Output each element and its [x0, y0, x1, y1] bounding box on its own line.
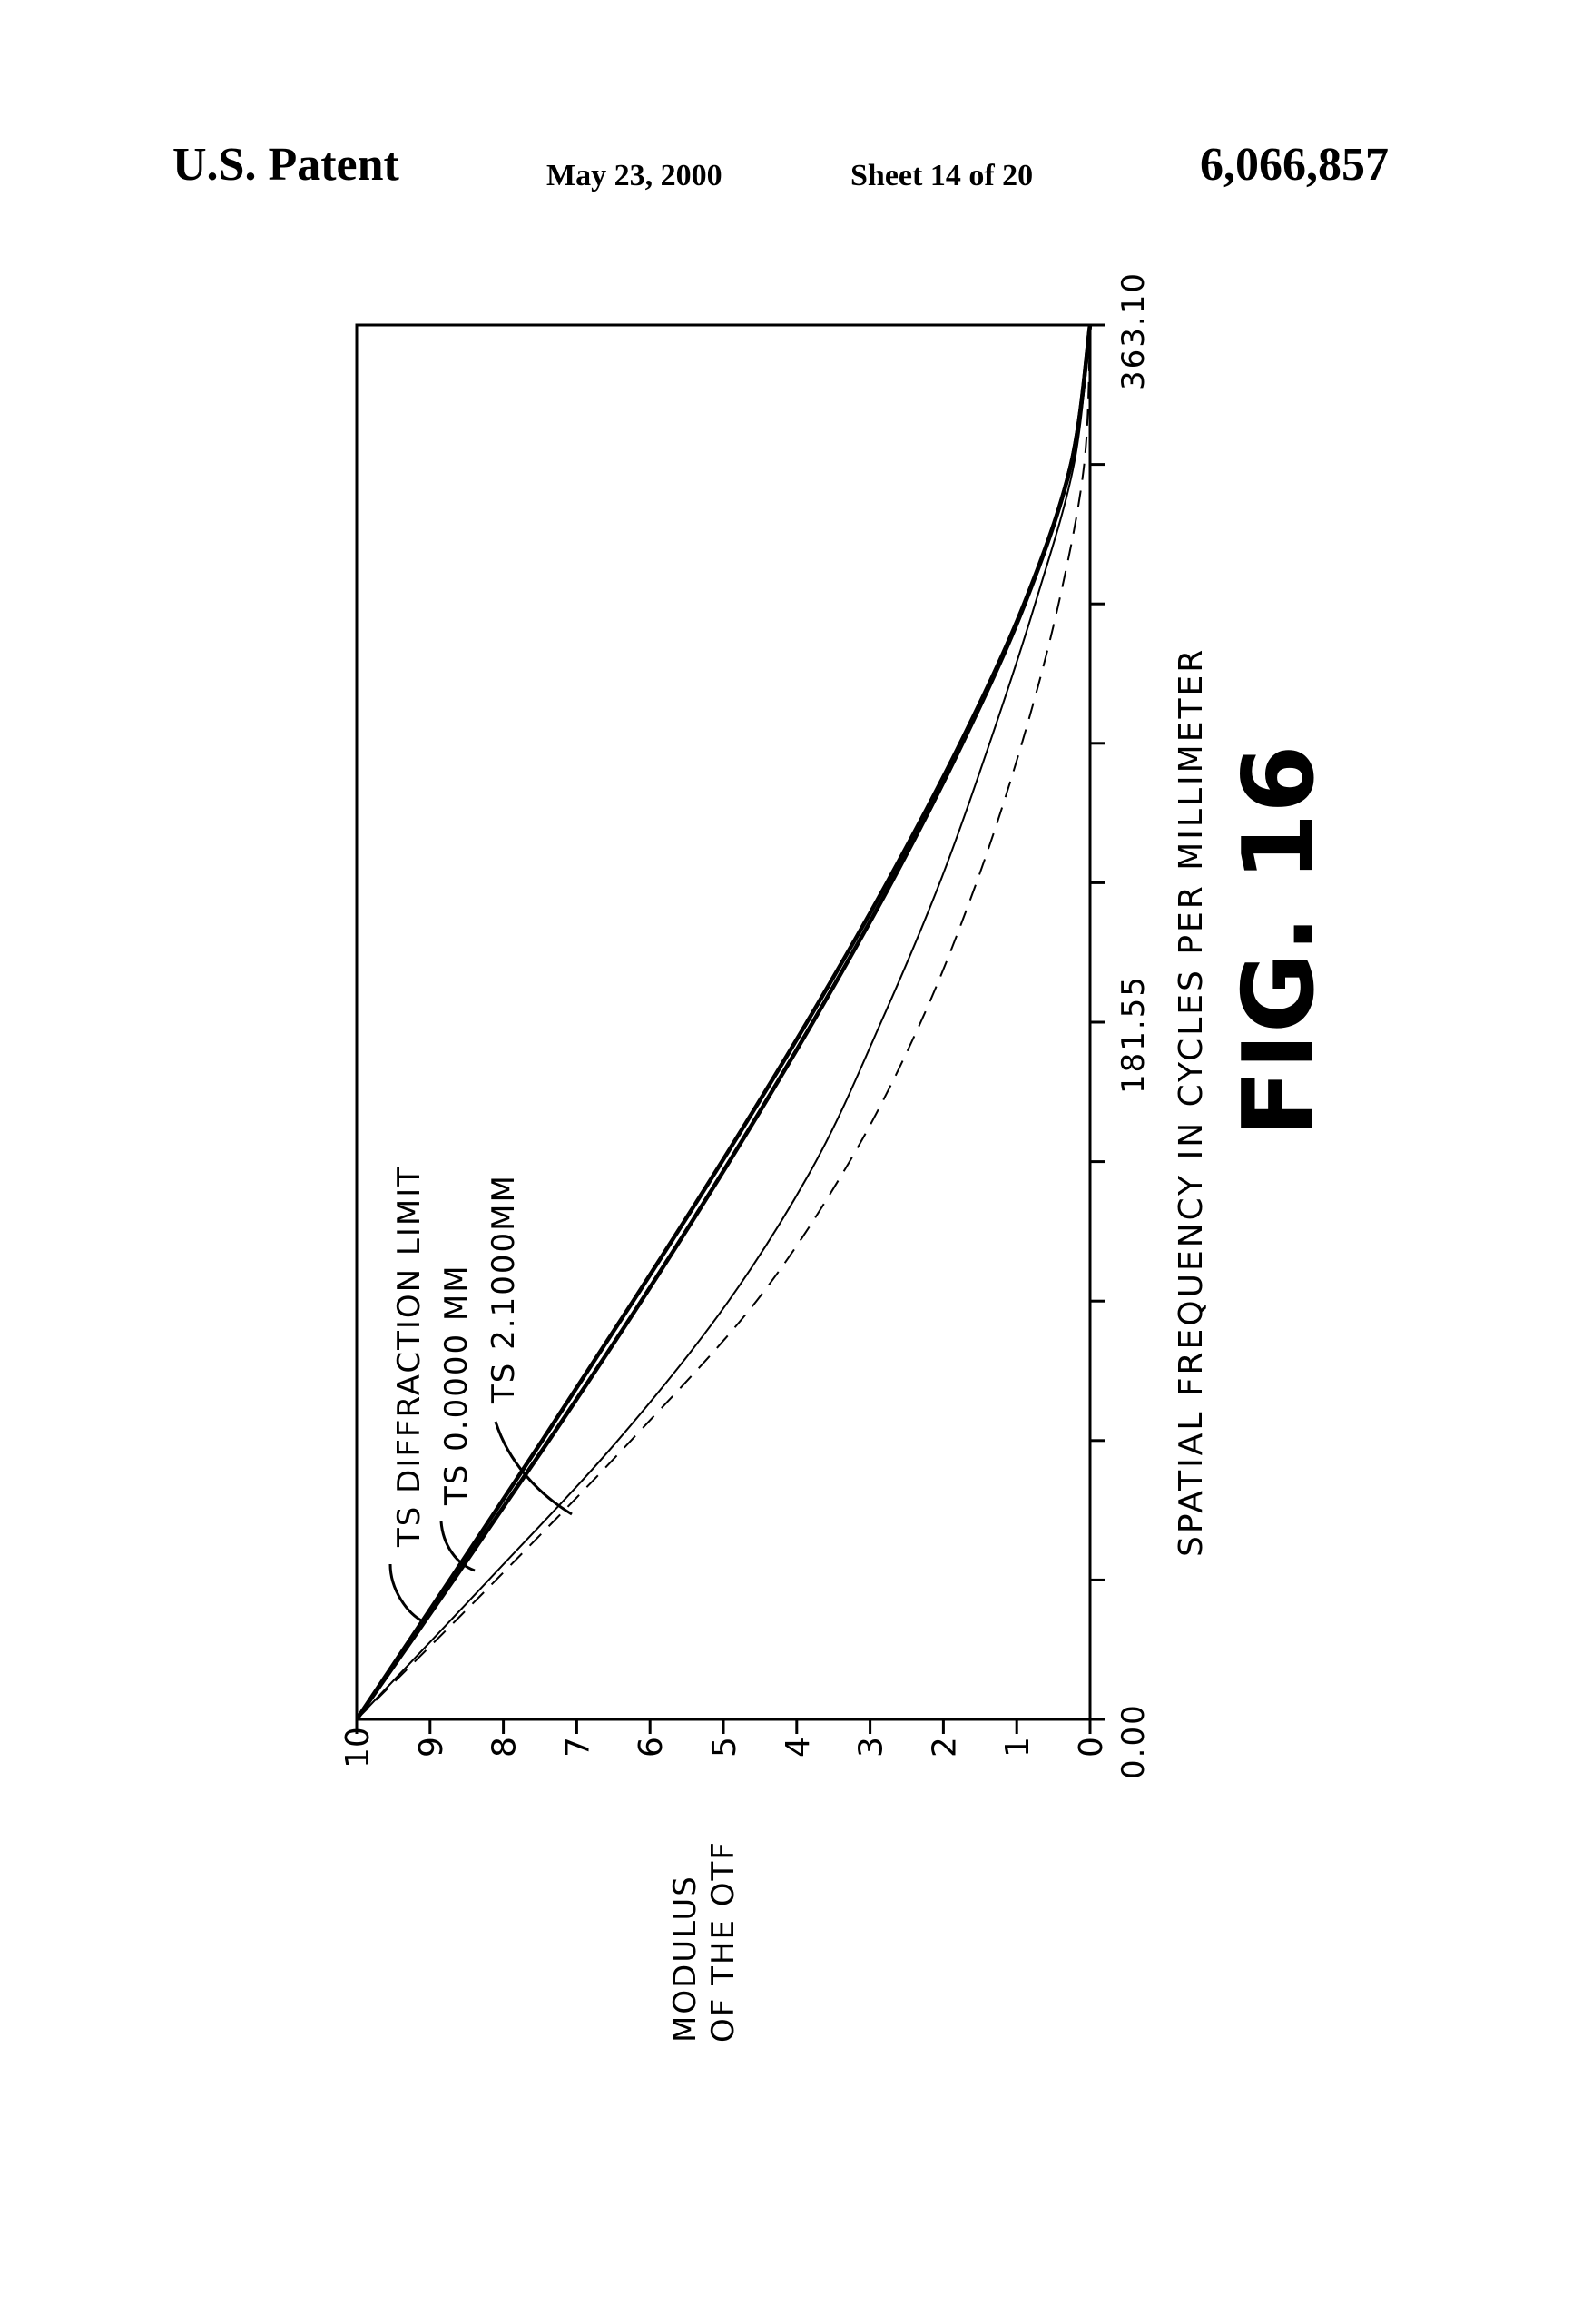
y-tick-label-10: 10 — [339, 1727, 377, 1768]
x-axis-title: SPATIAL FREQUENCY IN CYCLES PER MILLIMET… — [1173, 647, 1210, 1557]
x-tick-label-max: 363.10 — [1115, 271, 1152, 390]
patent-number: 6,066,857 — [1200, 139, 1389, 191]
y-axis-ticks: 0 1 2 3 4 5 6 7 8 9 10 — [339, 1719, 1110, 1768]
label-leaders — [388, 1421, 573, 1624]
x-tick-label-min: 0.00 — [1115, 1703, 1152, 1779]
y-tick-label-8: 8 — [486, 1737, 524, 1758]
y-tick-label-5: 5 — [706, 1737, 743, 1758]
leader-diffraction-limit — [388, 1563, 426, 1624]
y-tick-label-7: 7 — [559, 1737, 596, 1758]
y-tick-label-0: 0 — [1073, 1737, 1110, 1758]
figure-label: FIG. 16 — [1223, 744, 1336, 1137]
y-tick-label-9: 9 — [413, 1737, 450, 1758]
series-label-ts-2mm: TS 2.1000MM — [486, 1174, 522, 1404]
y-tick-label-4: 4 — [780, 1737, 817, 1758]
y-tick-label-2: 2 — [926, 1737, 963, 1758]
y-tick-label-1: 1 — [999, 1737, 1037, 1758]
leader-ts-2mm — [494, 1421, 573, 1516]
x-axis-ticks — [1090, 323, 1105, 1721]
leader-ts-0mm — [439, 1521, 476, 1572]
patent-sheet-number: Sheet 14 of 20 — [850, 159, 1034, 192]
series-line-1 — [355, 324, 1093, 1721]
series-layer — [355, 324, 1093, 1721]
y-tick-label-6: 6 — [633, 1737, 670, 1758]
series-label-ts-0mm: TS 0.0000 MM — [438, 1264, 475, 1506]
y-axis-title-line-1: MODULUS — [667, 1875, 703, 2043]
y-axis-title-line-2: OF THE OTF — [705, 1840, 742, 2043]
plot-frame — [355, 323, 1092, 1721]
x-tick-label-mid: 181.55 — [1115, 975, 1152, 1094]
series-label-diffraction-limit: TS DIFFRACTION LIMIT — [391, 1166, 427, 1548]
patent-header-left: U.S. Patent — [172, 139, 399, 191]
y-tick-label-3: 3 — [853, 1737, 890, 1758]
series-line-3 — [356, 324, 1091, 1720]
series-line-2 — [356, 324, 1091, 1720]
patent-date: May 23, 2000 — [546, 159, 722, 192]
series-line-0 — [355, 324, 1093, 1721]
